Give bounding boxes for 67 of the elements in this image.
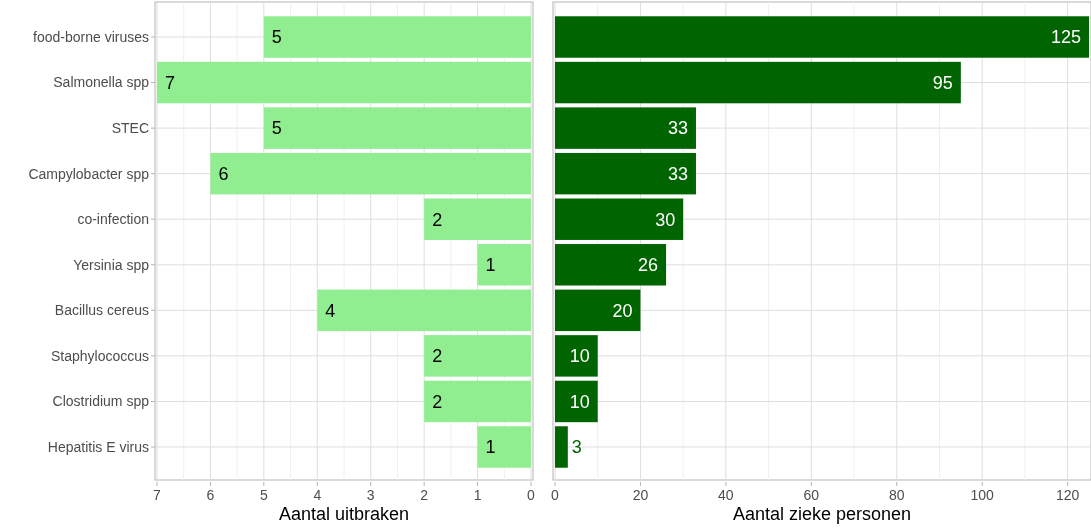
bar <box>555 16 1089 58</box>
x-tick-label: 2 <box>420 487 429 503</box>
x-tick-label: 20 <box>632 487 649 503</box>
x-tick-label: 60 <box>803 487 820 503</box>
bar <box>555 107 696 149</box>
bar <box>263 107 531 149</box>
bar <box>424 380 531 423</box>
y-tick-label: STEC <box>111 120 149 137</box>
x-tick-label: 4 <box>313 487 322 503</box>
data-label: 30 <box>655 209 676 230</box>
x-tick-label: 100 <box>970 487 995 503</box>
bar <box>424 198 531 240</box>
bar <box>477 244 531 286</box>
bar <box>555 152 696 195</box>
x-tick-label: 5 <box>259 487 268 503</box>
bar <box>555 198 684 240</box>
y-tick-label: Campylobacter spp <box>28 165 150 182</box>
y-tick-label: co-infection <box>77 211 149 228</box>
y-tick-label: Staphylococcus <box>50 347 149 364</box>
data-label: 7 <box>165 72 176 93</box>
x-tick-label: 0 <box>551 487 560 503</box>
data-label: 125 <box>1050 27 1081 48</box>
x-tick-label: 120 <box>1055 487 1080 503</box>
x-axis-title: Aantal zieke personen <box>732 504 912 524</box>
bar <box>555 61 961 104</box>
data-label: 20 <box>612 300 633 321</box>
data-label: 33 <box>667 163 688 184</box>
y-tick-label: Salmonella spp <box>53 74 150 91</box>
data-label: 5 <box>271 27 282 48</box>
bar <box>555 289 641 332</box>
data-label: 95 <box>932 72 953 93</box>
bar <box>157 61 531 104</box>
x-tick-label: 7 <box>153 487 162 503</box>
data-label: 1 <box>485 437 496 458</box>
data-label: 6 <box>218 163 229 184</box>
data-label: 10 <box>569 346 590 367</box>
data-label: 2 <box>432 209 443 230</box>
bar <box>317 289 531 332</box>
bar <box>210 152 531 195</box>
bar <box>555 426 568 468</box>
data-label: 3 <box>571 437 582 458</box>
data-label: 33 <box>667 118 688 139</box>
bar <box>263 16 531 58</box>
data-label: 2 <box>432 391 443 412</box>
data-label: 5 <box>271 118 282 139</box>
bar <box>555 335 598 377</box>
x-tick-label: 80 <box>888 487 905 503</box>
x-tick-label: 1 <box>473 487 482 503</box>
data-label: 2 <box>432 346 443 367</box>
bar <box>555 380 598 423</box>
y-tick-label: Hepatitis E virus <box>47 438 149 455</box>
data-label: 4 <box>325 300 336 321</box>
x-tick-label: 40 <box>718 487 734 503</box>
data-label: 1 <box>485 255 496 276</box>
bar <box>477 426 531 468</box>
y-tick-label: Clostridium spp <box>52 393 150 410</box>
y-tick-label: Yersinia spp <box>73 256 150 273</box>
data-label: 26 <box>638 255 659 276</box>
bar <box>424 335 531 377</box>
data-label: 10 <box>569 391 590 412</box>
x-tick-label: 0 <box>527 487 536 503</box>
x-tick-label: 6 <box>206 487 215 503</box>
y-tick-label: Bacillus cereus <box>54 302 149 319</box>
x-axis-title: Aantal uitbraken <box>278 504 410 524</box>
x-tick-label: 3 <box>366 487 375 503</box>
bar <box>555 244 667 286</box>
y-tick-label: food-borne viruses <box>33 28 149 45</box>
